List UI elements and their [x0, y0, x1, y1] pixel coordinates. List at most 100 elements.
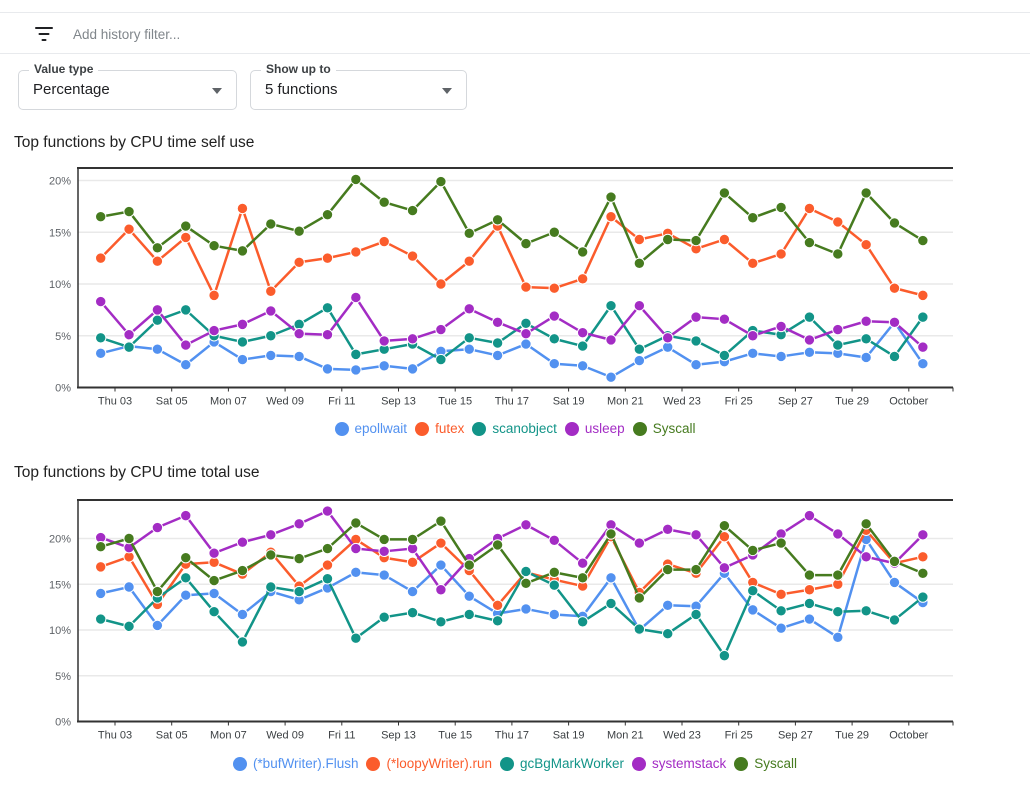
data-point[interactable]	[690, 608, 702, 621]
data-point[interactable]	[378, 335, 390, 347]
data-point[interactable]	[775, 350, 787, 363]
data-point[interactable]	[860, 351, 872, 364]
data-point[interactable]	[321, 505, 334, 517]
data-point[interactable]	[406, 204, 419, 217]
data-point[interactable]	[576, 616, 589, 628]
data-point[interactable]	[576, 340, 589, 352]
data-point[interactable]	[265, 581, 277, 593]
data-point[interactable]	[151, 585, 164, 598]
data-point[interactable]	[917, 234, 929, 247]
data-point[interactable]	[406, 363, 419, 375]
legend-item-scanobject[interactable]: scanobject	[472, 421, 557, 436]
data-point[interactable]	[747, 604, 759, 616]
data-point[interactable]	[236, 636, 249, 648]
data-point[interactable]	[605, 191, 617, 203]
data-point[interactable]	[123, 205, 135, 218]
data-point[interactable]	[208, 547, 220, 559]
data-point[interactable]	[180, 509, 192, 522]
data-point[interactable]	[265, 305, 277, 317]
data-point[interactable]	[633, 233, 646, 246]
cpu-total-use-chart[interactable]: 0% 5% 10% 15% 20% Thu 03 Sat 05 Mon 07 Wed 09 Fri…	[0, 490, 1030, 748]
data-point[interactable]	[95, 332, 107, 344]
data-point[interactable]	[435, 584, 447, 596]
data-point[interactable]	[208, 289, 220, 302]
data-point[interactable]	[123, 341, 135, 353]
legend-item-futex[interactable]: futex	[415, 421, 464, 436]
data-point[interactable]	[917, 529, 929, 541]
series-syscall[interactable]	[95, 515, 929, 604]
data-point[interactable]	[803, 236, 816, 249]
data-point[interactable]	[917, 551, 929, 563]
data-point[interactable]	[548, 534, 560, 547]
data-point[interactable]	[548, 357, 560, 370]
data-point[interactable]	[180, 572, 192, 584]
data-point[interactable]	[435, 353, 447, 366]
data-point[interactable]	[633, 343, 646, 355]
data-point[interactable]	[463, 227, 475, 239]
data-point[interactable]	[236, 336, 249, 348]
series-syscall[interactable]	[95, 173, 929, 270]
data-point[interactable]	[236, 564, 249, 577]
data-point[interactable]	[605, 572, 617, 584]
data-point[interactable]	[463, 332, 475, 344]
data-point[interactable]	[690, 359, 702, 371]
data-point[interactable]	[888, 576, 901, 589]
data-point[interactable]	[208, 240, 220, 252]
data-point[interactable]	[548, 226, 560, 238]
legend-item-bufwriter-flush[interactable]: (*bufWriter).Flush	[232, 756, 358, 771]
data-point[interactable]	[321, 542, 334, 555]
data-point[interactable]	[520, 603, 532, 615]
data-point[interactable]	[293, 350, 305, 363]
data-point[interactable]	[605, 528, 617, 540]
data-point[interactable]	[718, 519, 731, 532]
data-point[interactable]	[832, 528, 844, 540]
data-point[interactable]	[690, 234, 702, 247]
data-point[interactable]	[265, 330, 277, 342]
series-systemstack[interactable]	[95, 505, 929, 596]
data-point[interactable]	[293, 225, 305, 237]
data-point[interactable]	[265, 349, 277, 362]
data-point[interactable]	[378, 545, 390, 558]
data-point[interactable]	[236, 353, 249, 366]
dropdown-arrow-icon[interactable]	[212, 88, 222, 94]
data-point[interactable]	[747, 584, 759, 597]
data-point[interactable]	[151, 255, 164, 267]
data-point[interactable]	[520, 281, 532, 293]
data-point[interactable]	[265, 218, 277, 230]
data-point[interactable]	[747, 212, 759, 224]
data-point[interactable]	[775, 248, 787, 260]
data-point[interactable]	[917, 289, 929, 302]
series-scanobject[interactable]	[95, 300, 929, 366]
data-point[interactable]	[435, 278, 447, 290]
data-point[interactable]	[321, 252, 334, 264]
data-point[interactable]	[832, 606, 844, 618]
dropdown-arrow-icon[interactable]	[442, 88, 452, 94]
legend-item-gcbgmarkworker[interactable]: gcBgMarkWorker	[500, 756, 624, 771]
data-point[interactable]	[605, 334, 617, 346]
data-point[interactable]	[576, 246, 589, 258]
data-point[interactable]	[95, 541, 107, 553]
data-point[interactable]	[832, 323, 844, 336]
data-point[interactable]	[832, 216, 844, 228]
data-point[interactable]	[803, 597, 816, 610]
data-point[interactable]	[208, 606, 220, 618]
data-point[interactable]	[151, 619, 164, 632]
data-point[interactable]	[180, 589, 192, 601]
data-point[interactable]	[548, 608, 560, 621]
data-point[interactable]	[491, 337, 504, 349]
data-point[interactable]	[180, 339, 192, 351]
data-point[interactable]	[803, 334, 816, 346]
data-point[interactable]	[208, 574, 220, 587]
data-point[interactable]	[662, 332, 674, 344]
data-point[interactable]	[95, 347, 107, 360]
data-point[interactable]	[180, 359, 192, 371]
data-point[interactable]	[803, 569, 816, 581]
data-point[interactable]	[151, 314, 164, 326]
data-point[interactable]	[123, 620, 135, 633]
data-point[interactable]	[491, 615, 504, 627]
data-point[interactable]	[917, 357, 929, 370]
legend-item-syscall[interactable]: Syscall	[632, 421, 695, 436]
data-point[interactable]	[633, 257, 646, 270]
data-point[interactable]	[463, 255, 475, 267]
data-point[interactable]	[350, 291, 362, 304]
